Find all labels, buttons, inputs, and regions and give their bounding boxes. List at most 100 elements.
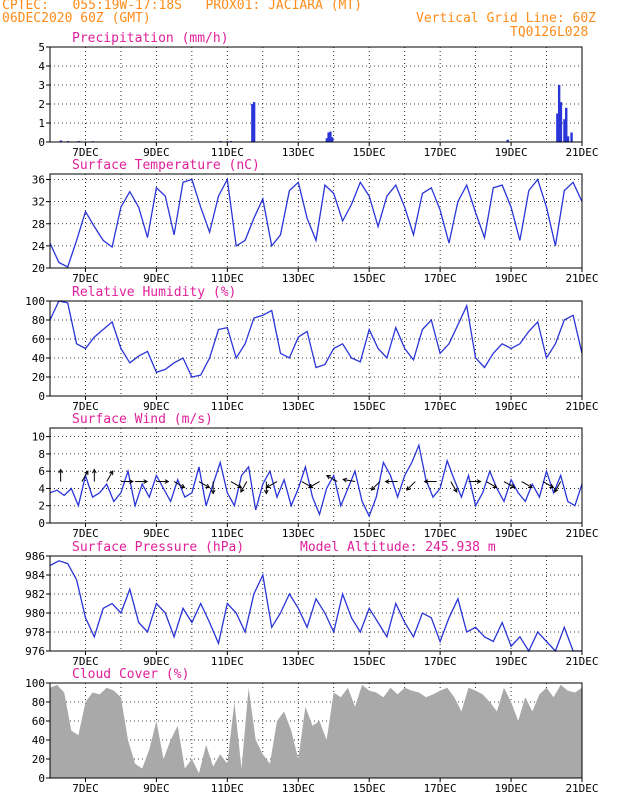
x-tick-label: 13DEC [282,527,315,540]
x-tick-label: 11DEC [211,782,244,795]
precip-bar [327,132,330,142]
wind-vector-head [205,483,211,489]
x-tick-label: 15DEC [353,146,386,159]
wind-vector [485,481,498,489]
panel-wind: Surface Wind (m/s) 0 2 4 6 8 10 7DEC 9DEC 11DEC 13… [32,412,599,540]
y-tick-label: 60 [32,715,45,728]
panel-subtitle: Model Altitude: 245.938 m [300,540,496,555]
panel-cloud: Cloud Cover (%) 0 20 40 60 80 100 7DEC 9DEC 11DEC… [25,667,598,795]
wind-vector [240,481,248,493]
wind-vector-head [370,486,376,491]
precip-bar [563,119,566,142]
panel-frame [49,682,583,779]
wind-vector-head [109,470,114,476]
x-tick-label: 11DEC [211,527,244,540]
y-tick-label: 80 [32,696,45,709]
header-station: CPTEC: 055:19W-17:18S PROX01: JACIARA (M… [2,0,363,13]
y-tick-label: 100 [25,295,45,308]
x-tick-label: 9DEC [143,400,170,413]
wind-vector-shaft [106,470,114,482]
panel-precip: Precipitation (mm/h) 0 1 2 3 4 5 7DEC 9DEC 11DEC 1… [38,31,598,159]
x-tick-label: 21DEC [565,146,598,159]
wind-vector-head [265,483,271,489]
x-tick-label: 13DEC [282,782,315,795]
wind-vector-shaft [81,470,89,482]
x-tick-label: 13DEC [282,655,315,668]
x-tick-label: 15DEC [353,527,386,540]
x-tick-label: 9DEC [143,272,170,285]
series-line-wind [49,443,583,518]
wind-vector-head [164,479,170,484]
wind-vector-shaft [230,481,242,488]
wind-vector-shaft [198,481,210,488]
wind-vector [325,475,338,482]
wind-vector [406,481,416,491]
y-tick-label: 984 [25,569,45,582]
wind-vector-shaft [406,481,416,491]
wind-vector [423,479,437,484]
x-tick-label: 7DEC [72,527,99,540]
y-tick-label: 6 [38,465,45,478]
y-tick-label: 40 [32,734,45,747]
precip-bar [325,138,329,142]
wind-vector-head [58,468,63,474]
x-tick-label: 13DEC [282,272,315,285]
wind-vector [120,479,134,484]
precip-bar [565,107,568,142]
wind-vector-shaft [173,481,185,488]
wind-vector-head [510,483,516,489]
x-tick-label: 17DEC [424,527,457,540]
x-tick-label: 7DEC [72,782,99,795]
x-tick-label: 17DEC [424,782,457,795]
y-tick-label: 24 [32,240,46,253]
wind-vector-head [384,479,390,484]
x-tick-label: 19DEC [495,272,528,285]
y-tick-label: 2 [38,98,45,111]
wind-vector [230,481,243,489]
wind-vector-shaft [554,481,562,493]
wind-vector-head [210,489,216,495]
x-tick-label: 15DEC [353,655,386,668]
precip-bar [570,132,573,142]
wind-vector [58,468,63,482]
wind-vector [210,481,216,495]
panel-rh: Relative Humidity (%) 0 20 40 60 80 100 7DEC 9DE… [25,285,598,413]
x-tick-label: 17DEC [424,400,457,413]
wind-vector-head [528,483,534,489]
wind-vector-head [180,483,186,489]
x-tick-label: 17DEC [424,655,457,668]
y-tick-label: 10 [32,431,45,444]
x-tick-label: 19DEC [495,782,528,795]
panel-frame [49,300,583,397]
y-tick-label: 36 [32,174,45,187]
wind-vector [91,468,97,482]
wind-vector [308,481,320,489]
header-date: 06DEC2020 60Z (GMT) [2,11,151,26]
wind-vector [384,479,398,484]
y-tick-label: 20 [32,371,45,384]
wind-vector-head [325,475,331,480]
wind-vector [265,481,278,489]
wind-vector-head [554,487,559,493]
x-tick-label: 13DEC [282,400,315,413]
y-tick-label: 982 [25,588,45,601]
panel-temp: Surface Temperature (nC) 20 24 28 32 36 7DEC 9D… [32,158,599,285]
x-tick-label: 19DEC [495,655,528,668]
panel-pressure: Surface Pressure (hPa) Model Altitude: 24… [25,540,598,668]
y-tick-label: 0 [38,390,45,403]
wind-vector [521,481,534,489]
y-tick-label: 32 [32,196,45,209]
header-code: TQ0126L028 [510,25,589,40]
wind-vector-head [342,477,348,483]
y-tick-label: 100 [25,677,45,690]
wind-vector [81,470,89,482]
wind-vector-head [84,470,89,476]
panel-frame [49,173,583,269]
precip-bar [251,104,254,142]
y-tick-label: 980 [25,607,45,620]
panel-title: Cloud Cover (%) [72,667,189,682]
wind-vector [198,481,211,489]
wind-vector [156,479,170,484]
wind-vector [135,479,149,484]
